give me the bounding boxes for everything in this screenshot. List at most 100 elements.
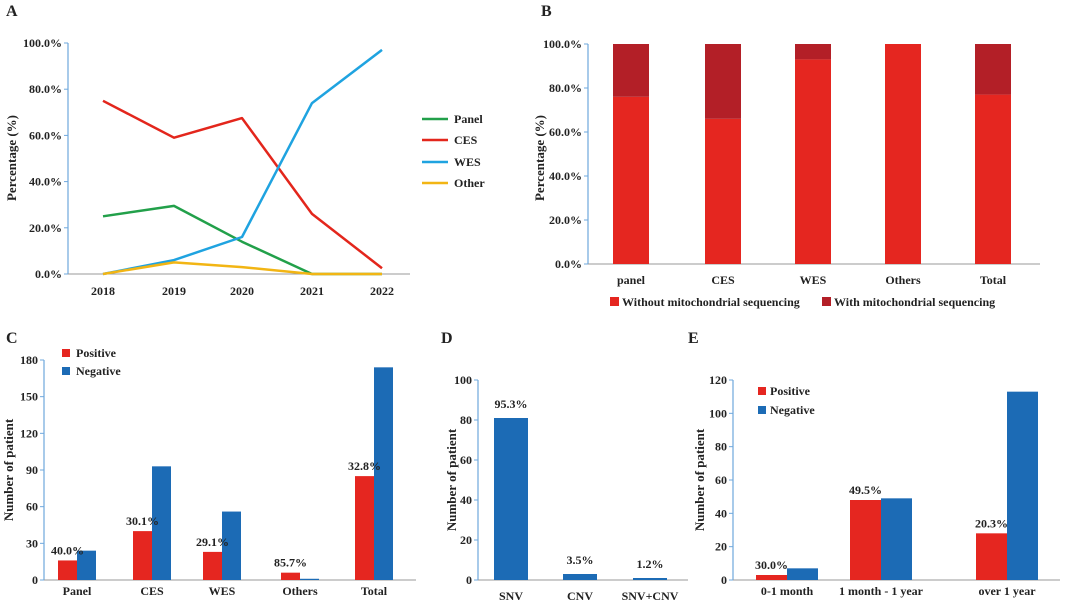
panel-c-y-tick-label: 180 [20,353,38,367]
legend-label-ces: CES [454,133,478,147]
panel-c-legend: Positive Negative [62,346,121,378]
panel-c-bar-positive [355,476,374,580]
panel-e-percent-label: 30.0% [755,558,788,572]
panel-e-bar-positive [756,575,787,580]
panel-c-x-tick-label: CES [140,584,164,598]
panel-c-percent-label: 29.1% [196,535,229,549]
panel-b-x-tick-label: Others [885,273,921,287]
panel-letter-e: E [688,330,699,347]
panel-c-bar-negative [77,550,96,580]
panel-letter-a: A [6,3,18,20]
panel-a-y-tick-label: 80.0% [29,82,62,96]
panel-b-bar-without-mito [975,94,1011,264]
panel-c-bar-negative [300,578,319,580]
panel-b-bar-without-mito [795,59,831,265]
panel-d-x-tick-label: SNV+CNV [622,589,679,603]
panel-c-bar-negative [374,367,393,580]
legend-label-wes: WES [454,155,481,169]
panel-e-y-tick-label: 80 [715,440,727,454]
panel-e-percent-label: 49.5% [849,483,882,497]
panel-e-bar-chart: 0 20 40 60 80 100 120 0-1 month 30.0% 1 month - 1… [709,373,1060,598]
panel-b-y-tick-label: 0.0% [555,257,582,271]
panel-b-x-tick-label: CES [711,273,735,287]
panel-c-x-tick-label: Panel [63,584,92,598]
legend-swatch-with-mito [822,297,831,306]
panel-d-percent-label: 95.3% [495,397,528,411]
panel-a-x-tick-label: 2020 [230,284,254,298]
panel-b-x-tick-label: WES [800,273,827,287]
panel-b-bar-with-mito [975,44,1011,95]
panel-e-x-tick-label: over 1 year [978,584,1036,598]
panel-c-percent-label: 30.1% [126,514,159,528]
legend-label-panel: Panel [454,112,483,126]
panel-a-legend: Panel CES WES Other [422,112,485,190]
panel-d-percent-label: 1.2% [637,557,664,571]
panel-c-bar-positive [203,551,222,580]
panel-a-series-other [102,261,382,276]
panel-d-ylabel: Number of patient [444,428,459,531]
panel-a-y-tick-label: 0.0% [35,267,62,281]
panel-e-bar-negative [881,498,912,580]
panel-b-y-tick-label: 100.0% [543,37,582,51]
panel-e-x-tick-label: 1 month - 1 year [839,584,924,598]
panel-b-bar-without-mito [705,118,741,264]
panel-c-bar-chart: 0 30 60 90 120 150 180 Panel 40.0% CES 30.1% WES 29.… [20,353,416,598]
panel-a-y-tick-label: 20.0% [29,221,62,235]
panel-e-y-tick-label: 0 [721,573,727,587]
panel-b-stacked-bar-chart: 0.0% 20.0% 40.0% 60.0% 80.0% 100.0% panel CES WE… [543,37,1040,287]
panel-d-percent-label: 3.5% [567,553,594,567]
legend-swatch-c-positive [62,349,70,357]
panel-b-y-tick-label: 80.0% [549,81,582,95]
panel-d-bar-chart: 0 20 40 60 80 100 SNV 95.3% CNV 3.5% SNV+CNV 1.2% [454,373,688,603]
panel-c-y-tick-label: 150 [20,390,38,404]
panel-d-y-tick-label: 0 [466,573,472,587]
panel-c-percent-label: 85.7% [274,556,307,570]
legend-label-e-negative: Negative [770,403,815,417]
panel-b-y-tick-label: 20.0% [549,213,582,227]
panel-c-y-tick-label: 60 [26,500,38,514]
panel-d-bar [494,418,528,580]
panel-c-bar-positive [133,531,152,580]
legend-label-c-positive: Positive [76,346,117,360]
panel-a-y-tick-label: 60.0% [29,128,62,142]
panel-a-x-tick-label: 2022 [370,284,394,298]
panel-d-y-tick-label: 60 [460,453,472,467]
panel-d-y-tick-label: 40 [460,493,472,507]
panel-c-x-tick-label: WES [209,584,236,598]
panel-e-y-tick-label: 100 [709,406,727,420]
legend-label-without-mito: Without mitochondrial sequencing [622,295,800,309]
panel-d-bar [563,574,597,580]
panel-a-x-tick-label: 2019 [162,284,186,298]
panel-e-percent-label: 20.3% [975,516,1008,530]
legend-swatch-c-negative [62,367,70,375]
panel-e-y-tick-label: 60 [715,473,727,487]
panel-c-bar-negative [152,466,171,580]
panel-d-y-tick-label: 100 [454,373,472,387]
panel-e-x-tick-label: 0-1 month [761,584,814,598]
panel-letter-d: D [441,330,453,347]
panel-d-y-tick-label: 20 [460,533,472,547]
panel-c-x-tick-label: Others [282,584,318,598]
panel-b-bar-without-mito [613,96,649,264]
legend-swatch-e-negative [758,406,766,414]
panel-c-y-tick-label: 0 [32,573,38,587]
panel-a-line-chart: 0.0% 20.0% 40.0% 60.0% 80.0% 100.0% 2018 2019 20… [23,36,410,298]
panel-d-x-tick-label: SNV [499,589,523,603]
legend-label-other: Other [454,176,485,190]
panel-e-ylabel: Number of patient [692,428,707,531]
panel-letter-b: B [541,3,552,20]
panel-c-percent-label: 32.8% [348,459,381,473]
panel-e-y-tick-label: 20 [715,540,727,554]
panel-e-y-tick-label: 120 [709,373,727,387]
panel-a-x-tick-label: 2021 [300,284,324,298]
panel-c-y-tick-label: 120 [20,426,38,440]
panel-d-x-tick-label: CNV [567,589,593,603]
panel-e-bar-negative [1007,391,1038,580]
panel-c-y-tick-label: 90 [26,463,38,477]
legend-label-c-negative: Negative [76,364,121,378]
panel-a-y-tick-label: 100.0% [23,36,62,50]
panel-e-bar-positive [976,533,1007,580]
panel-c-bar-positive [281,572,300,580]
legend-label-e-positive: Positive [770,384,811,398]
